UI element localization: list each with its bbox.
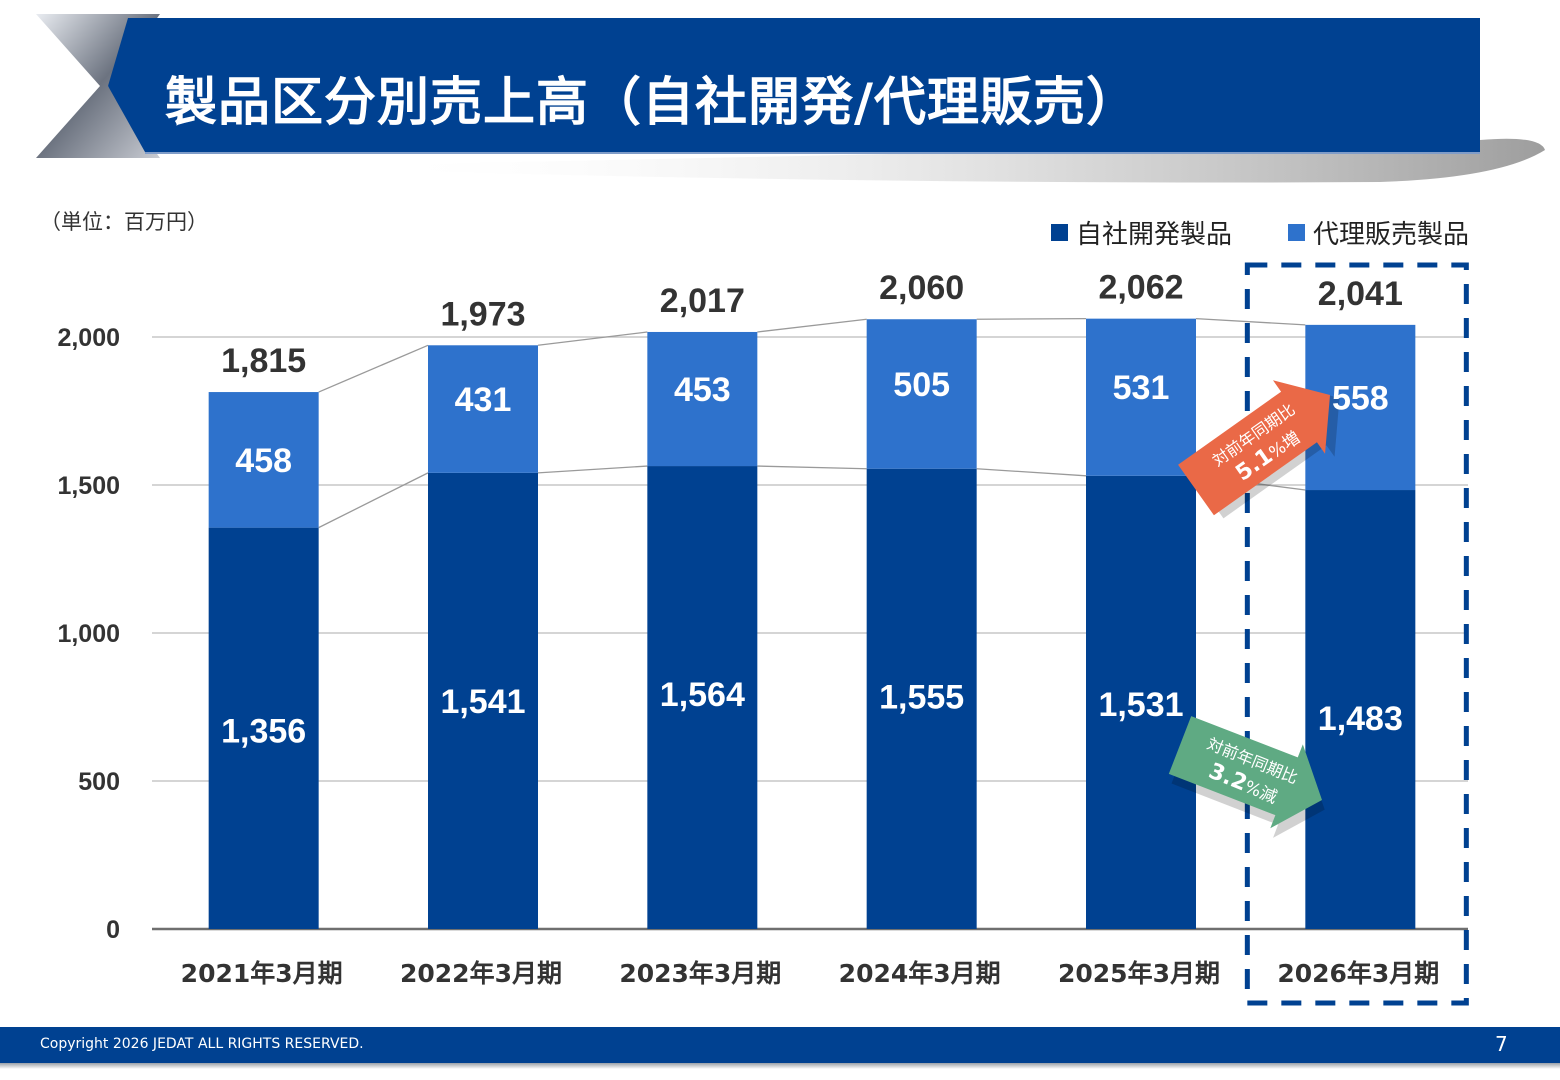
data-label-inhouse: 1,555 bbox=[879, 679, 964, 717]
y-tick-label: 1,500 bbox=[57, 472, 120, 500]
copyright-text: Copyright 2026 JEDAT ALL RIGHTS RESERVED… bbox=[40, 1036, 364, 1052]
page-title: 製品区分別売上高（自社開発/代理販売） bbox=[165, 73, 1139, 133]
data-label-agency: 431 bbox=[455, 381, 512, 419]
data-label-inhouse: 1,356 bbox=[221, 713, 306, 751]
y-tick-label: 1,000 bbox=[57, 620, 120, 648]
connector-line-total bbox=[757, 318, 867, 333]
connector-line-inhouse bbox=[976, 468, 1087, 477]
x-tick-label: 2023年3月期 bbox=[619, 959, 781, 988]
connector-line-total bbox=[976, 317, 1087, 320]
page-number: 7 bbox=[1495, 1032, 1508, 1056]
callout-decrease-body bbox=[1168, 716, 1322, 829]
connector-line-total bbox=[537, 331, 648, 346]
data-label-inhouse: 1,541 bbox=[440, 683, 525, 721]
legend-item-inhouse: 自社開発製品 bbox=[1051, 214, 1232, 251]
x-tick-label: 2022年3月期 bbox=[400, 959, 562, 988]
data-label-total: 1,815 bbox=[221, 342, 306, 380]
callout-increase-shape bbox=[1178, 380, 1340, 519]
bar-agency bbox=[428, 345, 538, 473]
connector-line-inhouse bbox=[757, 465, 867, 470]
x-tick-label: 2024年3月期 bbox=[839, 959, 1001, 988]
legend-item-agency: 代理販売製品 bbox=[1288, 214, 1469, 251]
legend-label-agency: 代理販売製品 bbox=[1313, 220, 1470, 250]
callout-decrease-shape bbox=[1168, 716, 1325, 838]
bar-inhouse bbox=[866, 468, 977, 929]
data-label-agency: 505 bbox=[893, 366, 950, 404]
data-label-inhouse: 1,531 bbox=[1098, 686, 1183, 724]
legend-swatch-inhouse bbox=[1051, 224, 1068, 241]
y-tick-label: 2,000 bbox=[57, 324, 120, 352]
callout-increase-body bbox=[1178, 380, 1330, 516]
data-label-total: 2,062 bbox=[1098, 269, 1183, 307]
connector-line-total bbox=[318, 344, 429, 393]
data-label-agency: 558 bbox=[1332, 379, 1389, 417]
data-label-agency: 531 bbox=[1113, 369, 1170, 407]
unit-label: （単位：百万円） bbox=[40, 210, 208, 234]
bar-inhouse bbox=[1305, 490, 1416, 929]
data-label-agency: 453 bbox=[674, 371, 731, 409]
connector-line-inhouse bbox=[537, 465, 648, 474]
data-label-total: 2,041 bbox=[1318, 275, 1403, 313]
x-tick-label: 2026年3月期 bbox=[1277, 959, 1439, 988]
bar-agency bbox=[647, 331, 758, 467]
x-tick-label: 2025年3月期 bbox=[1058, 959, 1220, 988]
x-tick-label: 2021年3月期 bbox=[181, 959, 343, 988]
footer-bar bbox=[0, 1027, 1560, 1063]
title-banner bbox=[36, 14, 1545, 183]
bar-inhouse bbox=[647, 466, 758, 929]
data-label-total: 2,017 bbox=[660, 282, 745, 320]
data-label-inhouse: 1,564 bbox=[660, 676, 745, 714]
highlight-box bbox=[1244, 262, 1469, 1006]
bar-agency bbox=[866, 319, 977, 469]
bar-agency bbox=[1086, 318, 1196, 476]
legend-label-inhouse: 自社開発製品 bbox=[1076, 220, 1233, 250]
data-label-total: 1,973 bbox=[440, 295, 525, 333]
connector-line-inhouse bbox=[318, 472, 429, 529]
y-tick-label: 500 bbox=[78, 768, 120, 796]
bar-inhouse bbox=[208, 527, 319, 929]
data-label-total: 2,060 bbox=[879, 269, 964, 307]
data-label-agency: 458 bbox=[235, 442, 292, 480]
connector-line-total bbox=[1195, 317, 1306, 326]
footer-shadow bbox=[0, 1063, 1560, 1069]
y-tick-label: 0 bbox=[106, 916, 120, 944]
legend-swatch-agency bbox=[1288, 224, 1305, 241]
bar-inhouse bbox=[1086, 475, 1196, 929]
bar-inhouse bbox=[428, 472, 538, 929]
bar-agency bbox=[208, 392, 319, 528]
data-label-inhouse: 1,483 bbox=[1318, 700, 1403, 738]
